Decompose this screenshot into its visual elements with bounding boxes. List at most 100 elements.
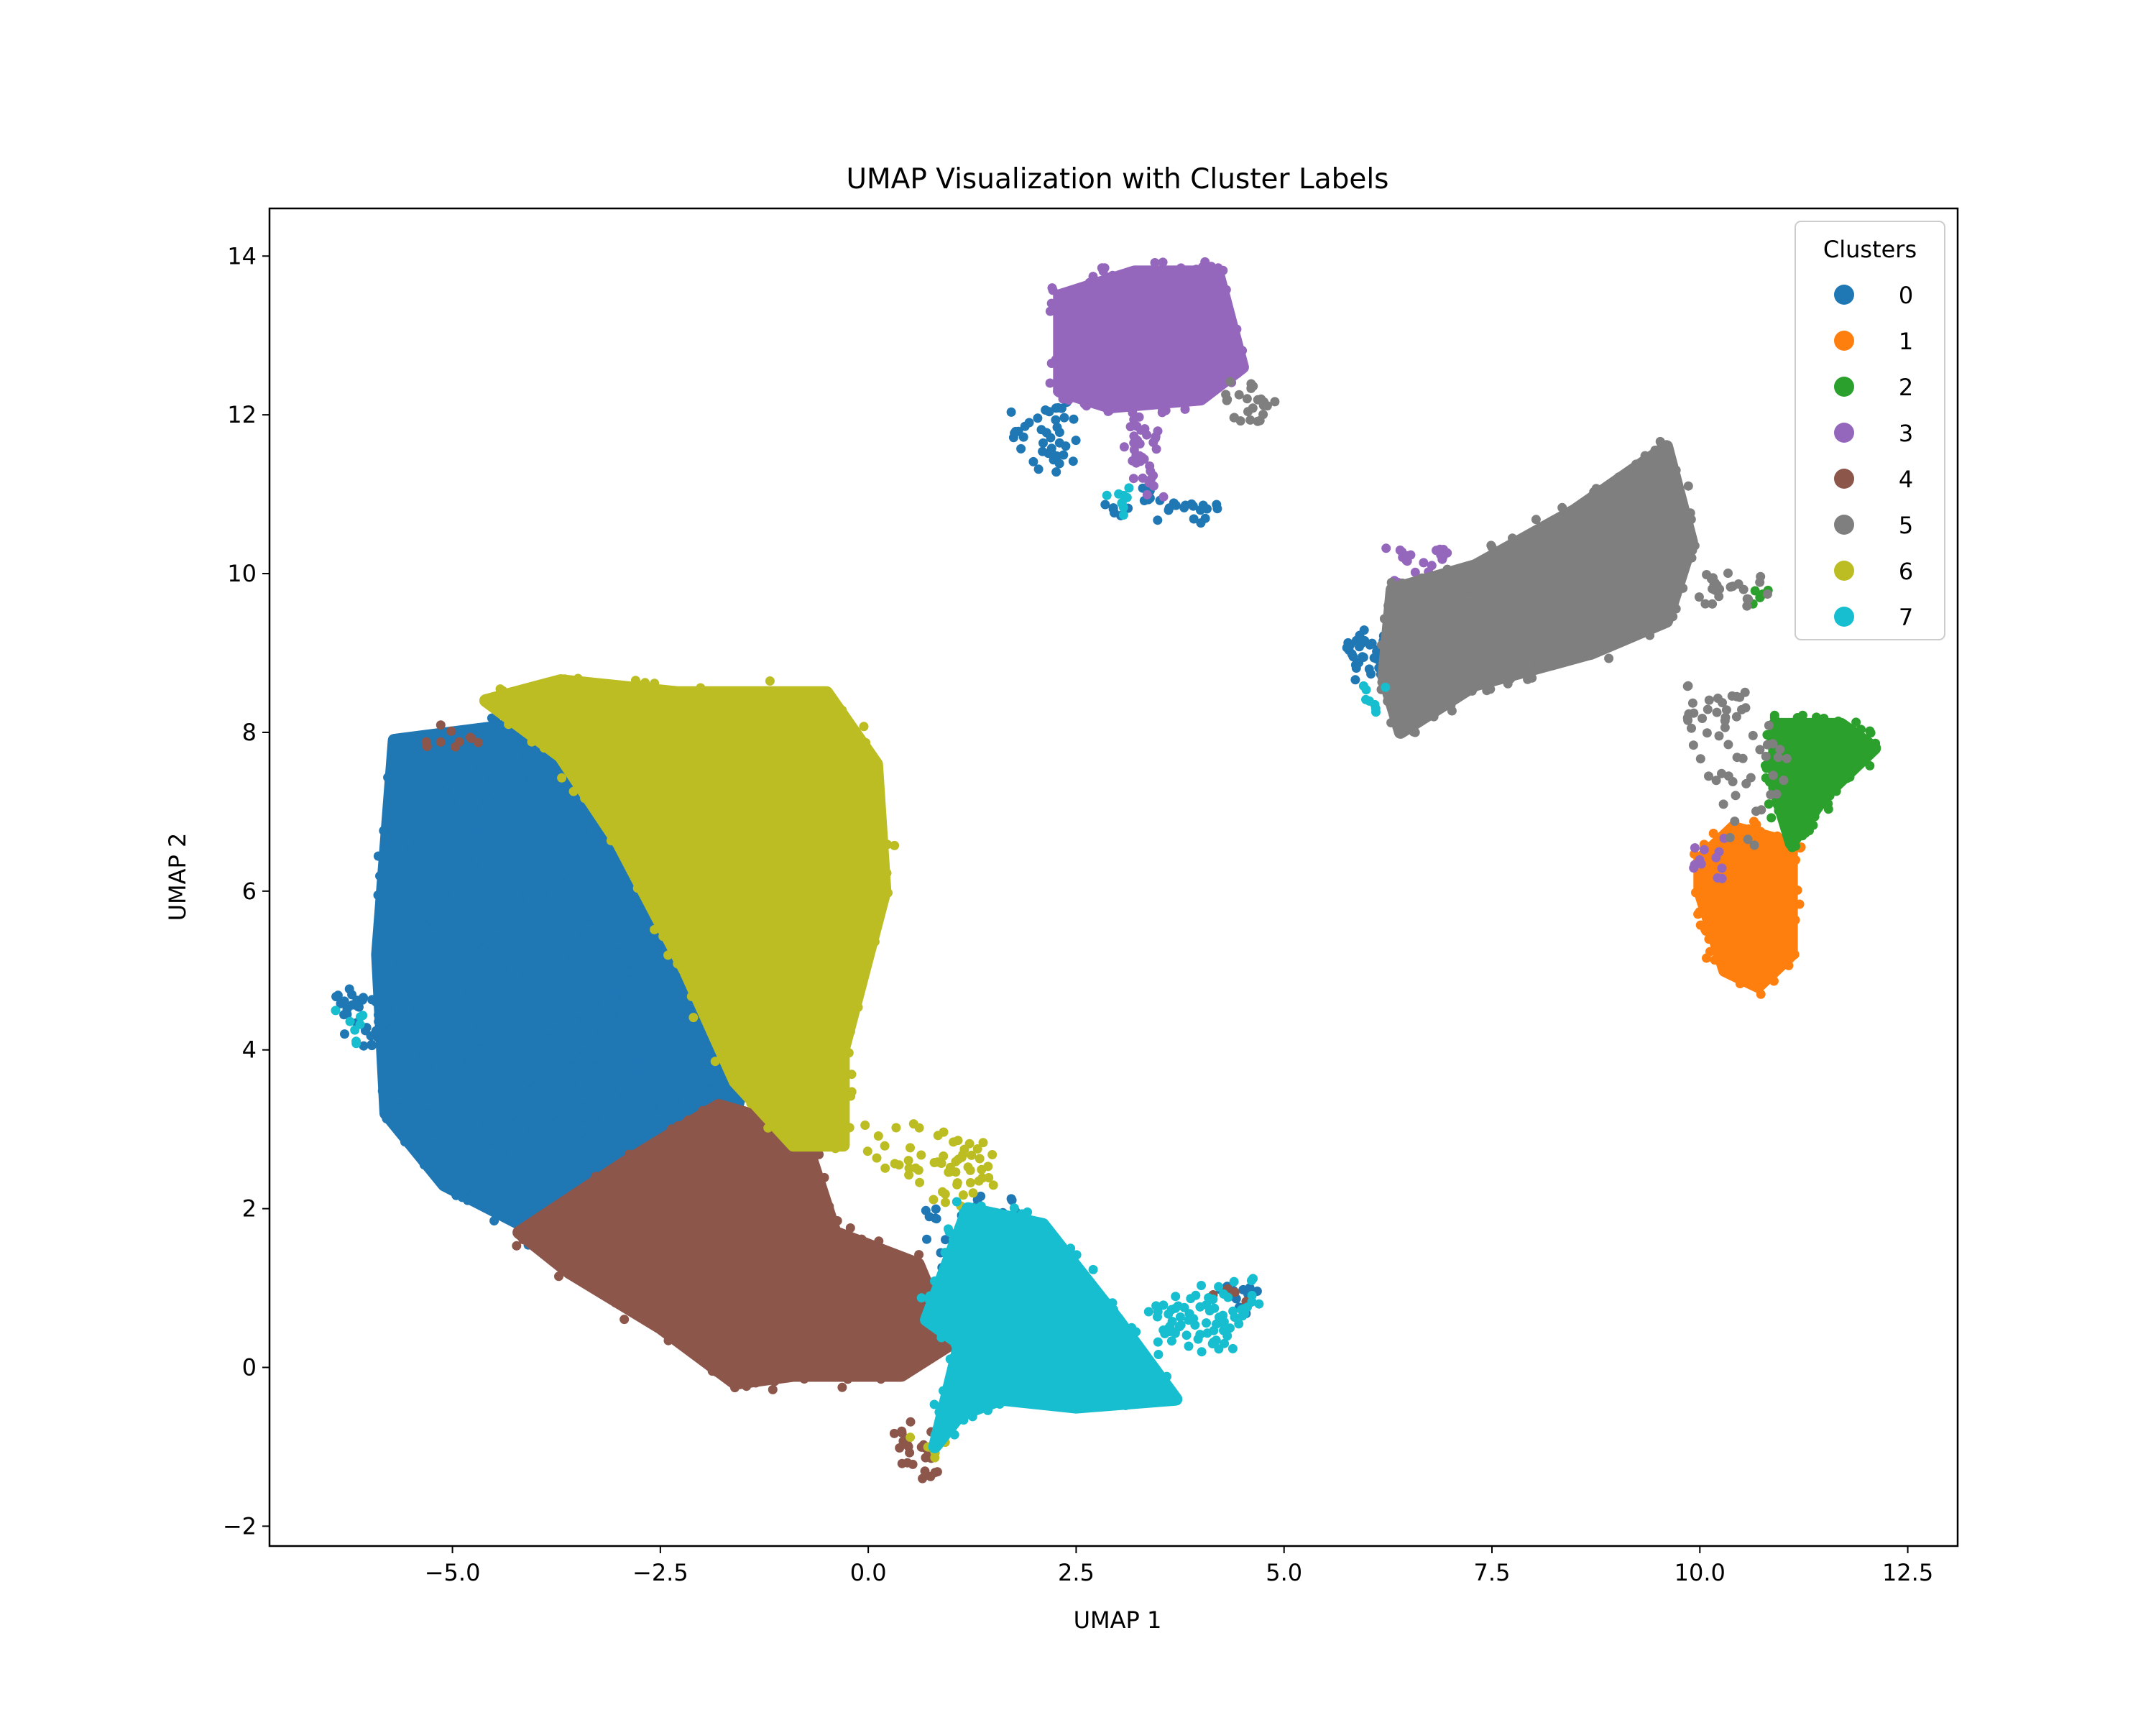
scatter-point — [1395, 546, 1405, 555]
scatter-point — [492, 962, 502, 972]
scatter-point — [597, 972, 607, 983]
scatter-point — [518, 855, 528, 865]
scatter-point — [1161, 405, 1171, 415]
scatter-point — [830, 1299, 840, 1309]
scatter-point — [1749, 899, 1759, 909]
scatter-point — [421, 737, 431, 747]
scatter-point — [1655, 436, 1665, 446]
scatter-point — [538, 784, 548, 794]
scatter-point — [537, 1002, 547, 1011]
scatter-point — [1632, 594, 1642, 604]
scatter-point — [882, 868, 892, 878]
scatter-point — [463, 1195, 473, 1205]
scatter-point — [1102, 350, 1112, 360]
scatter-point — [489, 1216, 499, 1225]
scatter-point — [1429, 677, 1439, 687]
scatter-point — [1061, 349, 1071, 359]
scatter-point — [451, 914, 461, 924]
scatter-point — [1238, 346, 1248, 356]
scatter-point — [1649, 474, 1659, 483]
series-1-points — [1690, 816, 1806, 999]
scatter-point — [1067, 380, 1077, 390]
scatter-point — [440, 996, 450, 1006]
scatter-point — [1383, 601, 1393, 611]
scatter-point — [1731, 967, 1741, 978]
scatter-point — [1597, 520, 1607, 530]
scatter-point — [691, 1129, 701, 1139]
scatter-point — [390, 855, 400, 864]
scatter-point — [1778, 959, 1788, 969]
scatter-point — [1596, 613, 1606, 623]
scatter-point — [1743, 834, 1753, 845]
scatter-point — [1720, 712, 1731, 722]
scatter-point — [603, 1135, 613, 1145]
scatter-point — [407, 804, 417, 814]
scatter-point — [754, 1303, 764, 1313]
scatter-point — [603, 1174, 613, 1184]
scatter-point — [1095, 289, 1104, 299]
scatter-point — [1529, 637, 1539, 647]
scatter-point — [1400, 722, 1410, 732]
scatter-point — [1542, 645, 1552, 655]
scatter-point — [1559, 533, 1568, 543]
scatter-point — [586, 1205, 596, 1215]
scatter-point — [892, 1282, 902, 1292]
scatter-point — [1569, 567, 1579, 576]
scatter-point — [1706, 903, 1716, 914]
scatter-point — [682, 1270, 692, 1280]
scatter-point — [1811, 778, 1821, 788]
scatter-point — [531, 1239, 540, 1248]
scatter-point — [642, 1146, 653, 1156]
scatter-point — [494, 970, 504, 980]
scatter-point — [914, 1250, 924, 1260]
scatter-point — [1856, 724, 1866, 735]
scatter-point — [1148, 382, 1158, 392]
scatter-point — [391, 783, 401, 794]
scatter-point — [1770, 875, 1780, 886]
scatter-point — [497, 1015, 507, 1025]
scatter-point — [627, 1029, 637, 1039]
scatter-point — [1137, 452, 1147, 462]
scatter-point — [920, 1466, 930, 1476]
scatter-point — [824, 1202, 834, 1211]
scatter-point — [1133, 337, 1143, 347]
scatter-point — [576, 801, 586, 811]
scatter-point — [407, 811, 418, 822]
scatter-point — [537, 859, 547, 869]
scatter-point — [507, 964, 517, 974]
scatter-point — [1227, 324, 1236, 334]
scatter-point — [416, 1065, 426, 1075]
scatter-point — [1726, 902, 1736, 912]
scatter-point — [1612, 497, 1621, 507]
scatter-point — [415, 1074, 425, 1084]
scatter-point — [489, 904, 499, 914]
scatter-point — [1412, 696, 1422, 705]
scatter-point — [1547, 536, 1557, 546]
scatter-point — [427, 942, 437, 952]
scatter-point — [1410, 567, 1420, 577]
scatter-point — [1640, 470, 1650, 480]
scatter-point — [902, 1345, 912, 1354]
scatter-point — [1455, 591, 1465, 601]
scatter-point — [669, 1262, 679, 1272]
scatter-point — [809, 1328, 819, 1338]
scatter-point — [664, 1104, 674, 1114]
scatter-point — [1053, 387, 1063, 397]
scatter-point — [1100, 500, 1110, 510]
scatter-point — [485, 799, 495, 809]
scatter-point — [625, 1256, 635, 1266]
scatter-point — [1436, 550, 1446, 560]
scatter-point — [427, 985, 437, 995]
scatter-point — [507, 732, 517, 742]
scatter-point — [657, 1046, 667, 1057]
scatter-point — [400, 1137, 410, 1147]
scatter-point — [545, 814, 556, 824]
scatter-point — [770, 1341, 780, 1351]
scatter-point — [1113, 377, 1123, 387]
scatter-point — [1682, 553, 1692, 564]
scatter-point — [1626, 500, 1636, 510]
scatter-point — [1405, 645, 1415, 655]
scatter-point — [1046, 359, 1056, 368]
scatter-point — [1151, 326, 1161, 336]
scatter-point — [1048, 285, 1058, 295]
